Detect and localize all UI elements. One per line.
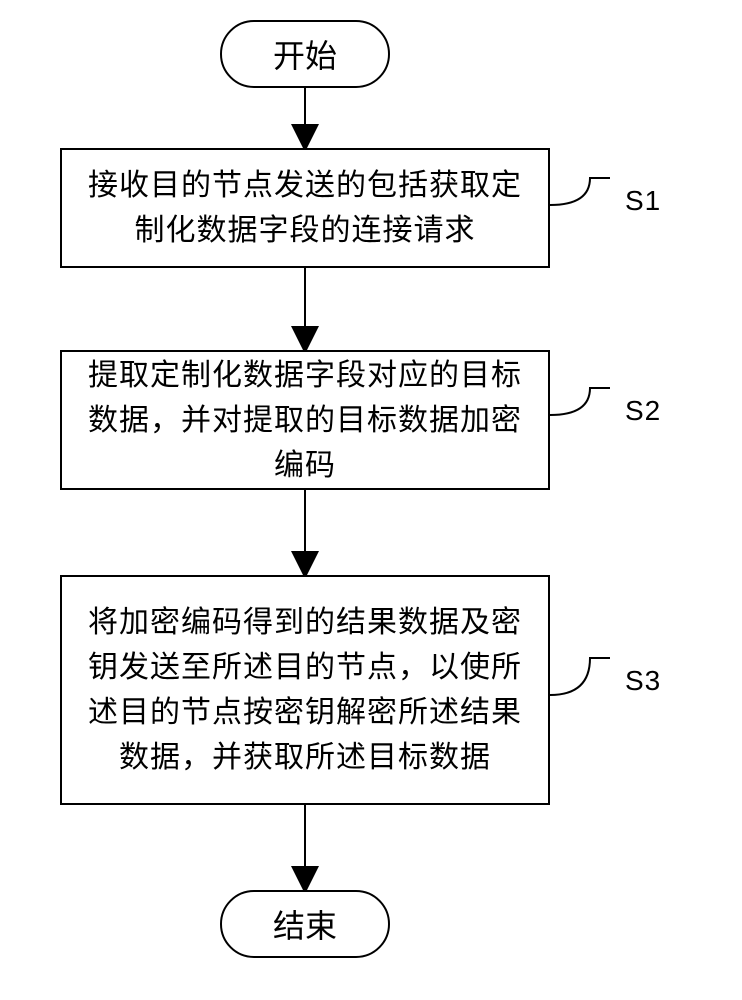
process-s3-text: 将加密编码得到的结果数据及密钥发送至所述目的节点，以使所述目的节点按密钥解密所述… — [78, 600, 532, 780]
process-s1: 接收目的节点发送的包括获取定制化数据字段的连接请求 — [60, 148, 550, 268]
step-label-s3: S3 — [625, 665, 661, 697]
process-s2-text: 提取定制化数据字段对应的目标数据，并对提取的目标数据加密编码 — [78, 353, 532, 488]
flowchart-container: 开始 接收目的节点发送的包括获取定制化数据字段的连接请求 提取定制化数据字段对应… — [0, 0, 742, 1000]
end-label: 结束 — [273, 901, 337, 947]
process-s2: 提取定制化数据字段对应的目标数据，并对提取的目标数据加密编码 — [60, 350, 550, 490]
end-terminal: 结束 — [220, 890, 390, 958]
process-s1-text: 接收目的节点发送的包括获取定制化数据字段的连接请求 — [78, 163, 532, 253]
start-label: 开始 — [273, 31, 337, 77]
step-label-s2: S2 — [625, 395, 661, 427]
process-s3: 将加密编码得到的结果数据及密钥发送至所述目的节点，以使所述目的节点按密钥解密所述… — [60, 575, 550, 805]
start-terminal: 开始 — [220, 20, 390, 88]
step-label-s1: S1 — [625, 185, 661, 217]
